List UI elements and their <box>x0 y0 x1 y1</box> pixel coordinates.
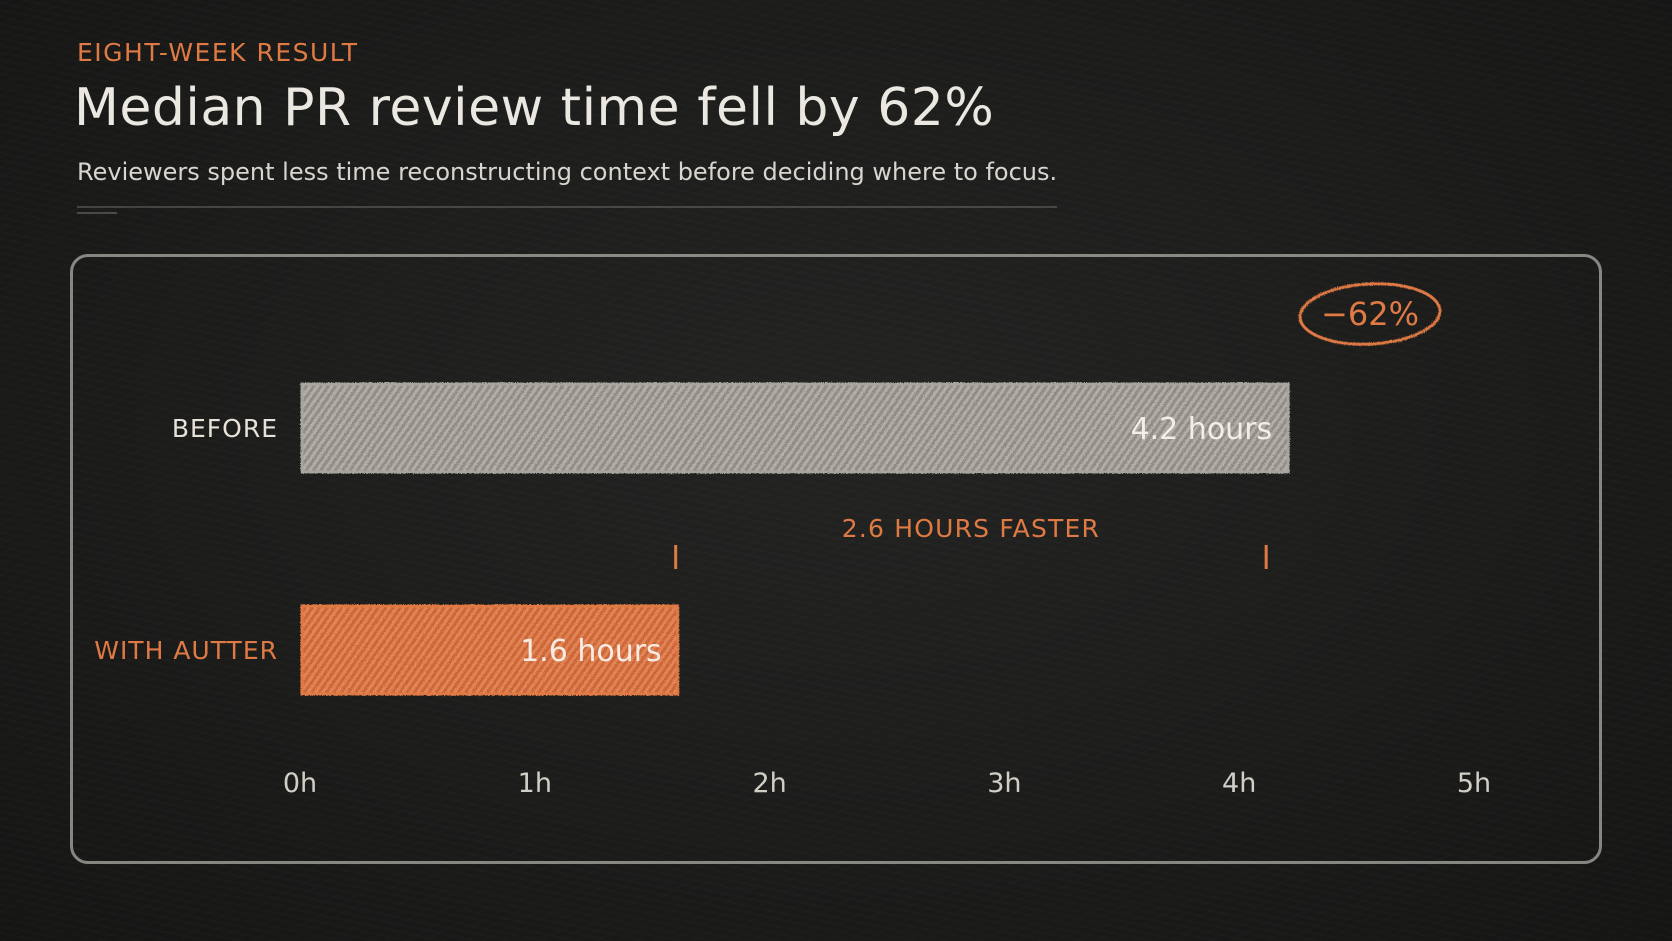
x-tick-label: 0h <box>283 768 317 799</box>
bar-layer: 4.2 hours BEFORE 1.6 hours WITH AUTTER <box>94 382 1290 696</box>
x-tick-label: 2h <box>752 768 786 799</box>
x-tick-label: 1h <box>518 768 552 799</box>
bar-with-autter <box>300 604 680 696</box>
x-tick-label: 4h <box>1222 768 1256 799</box>
page-title: Median PR review time fell by 62% <box>74 78 995 138</box>
annotation-layer: 2.6 HOURS FASTER −62% <box>674 282 1442 569</box>
difference-label: 2.6 HOURS FASTER <box>842 514 1100 543</box>
category-label: WITH AUTTER <box>94 636 278 665</box>
category-label: BEFORE <box>172 414 278 443</box>
x-tick-label: 5h <box>1457 768 1491 799</box>
title-divider-accent <box>77 212 117 214</box>
eyebrow-label: Eight-week result <box>77 38 359 67</box>
tick-layer: 0h 1h 2h 3h 4h 5h <box>283 768 1491 799</box>
x-tick-label: 3h <box>987 768 1021 799</box>
page-subtitle: Reviewers spent less time reconstructing… <box>77 158 1058 186</box>
chart-frame <box>70 254 1602 864</box>
title-divider <box>77 206 1057 208</box>
bar-value-label: 1.6 hours <box>520 634 662 669</box>
bar-value-label: 4.2 hours <box>1131 412 1273 447</box>
reduction-badge: −62% <box>1321 295 1419 333</box>
bar-before <box>300 382 1290 474</box>
badge-ellipse <box>1298 282 1442 346</box>
